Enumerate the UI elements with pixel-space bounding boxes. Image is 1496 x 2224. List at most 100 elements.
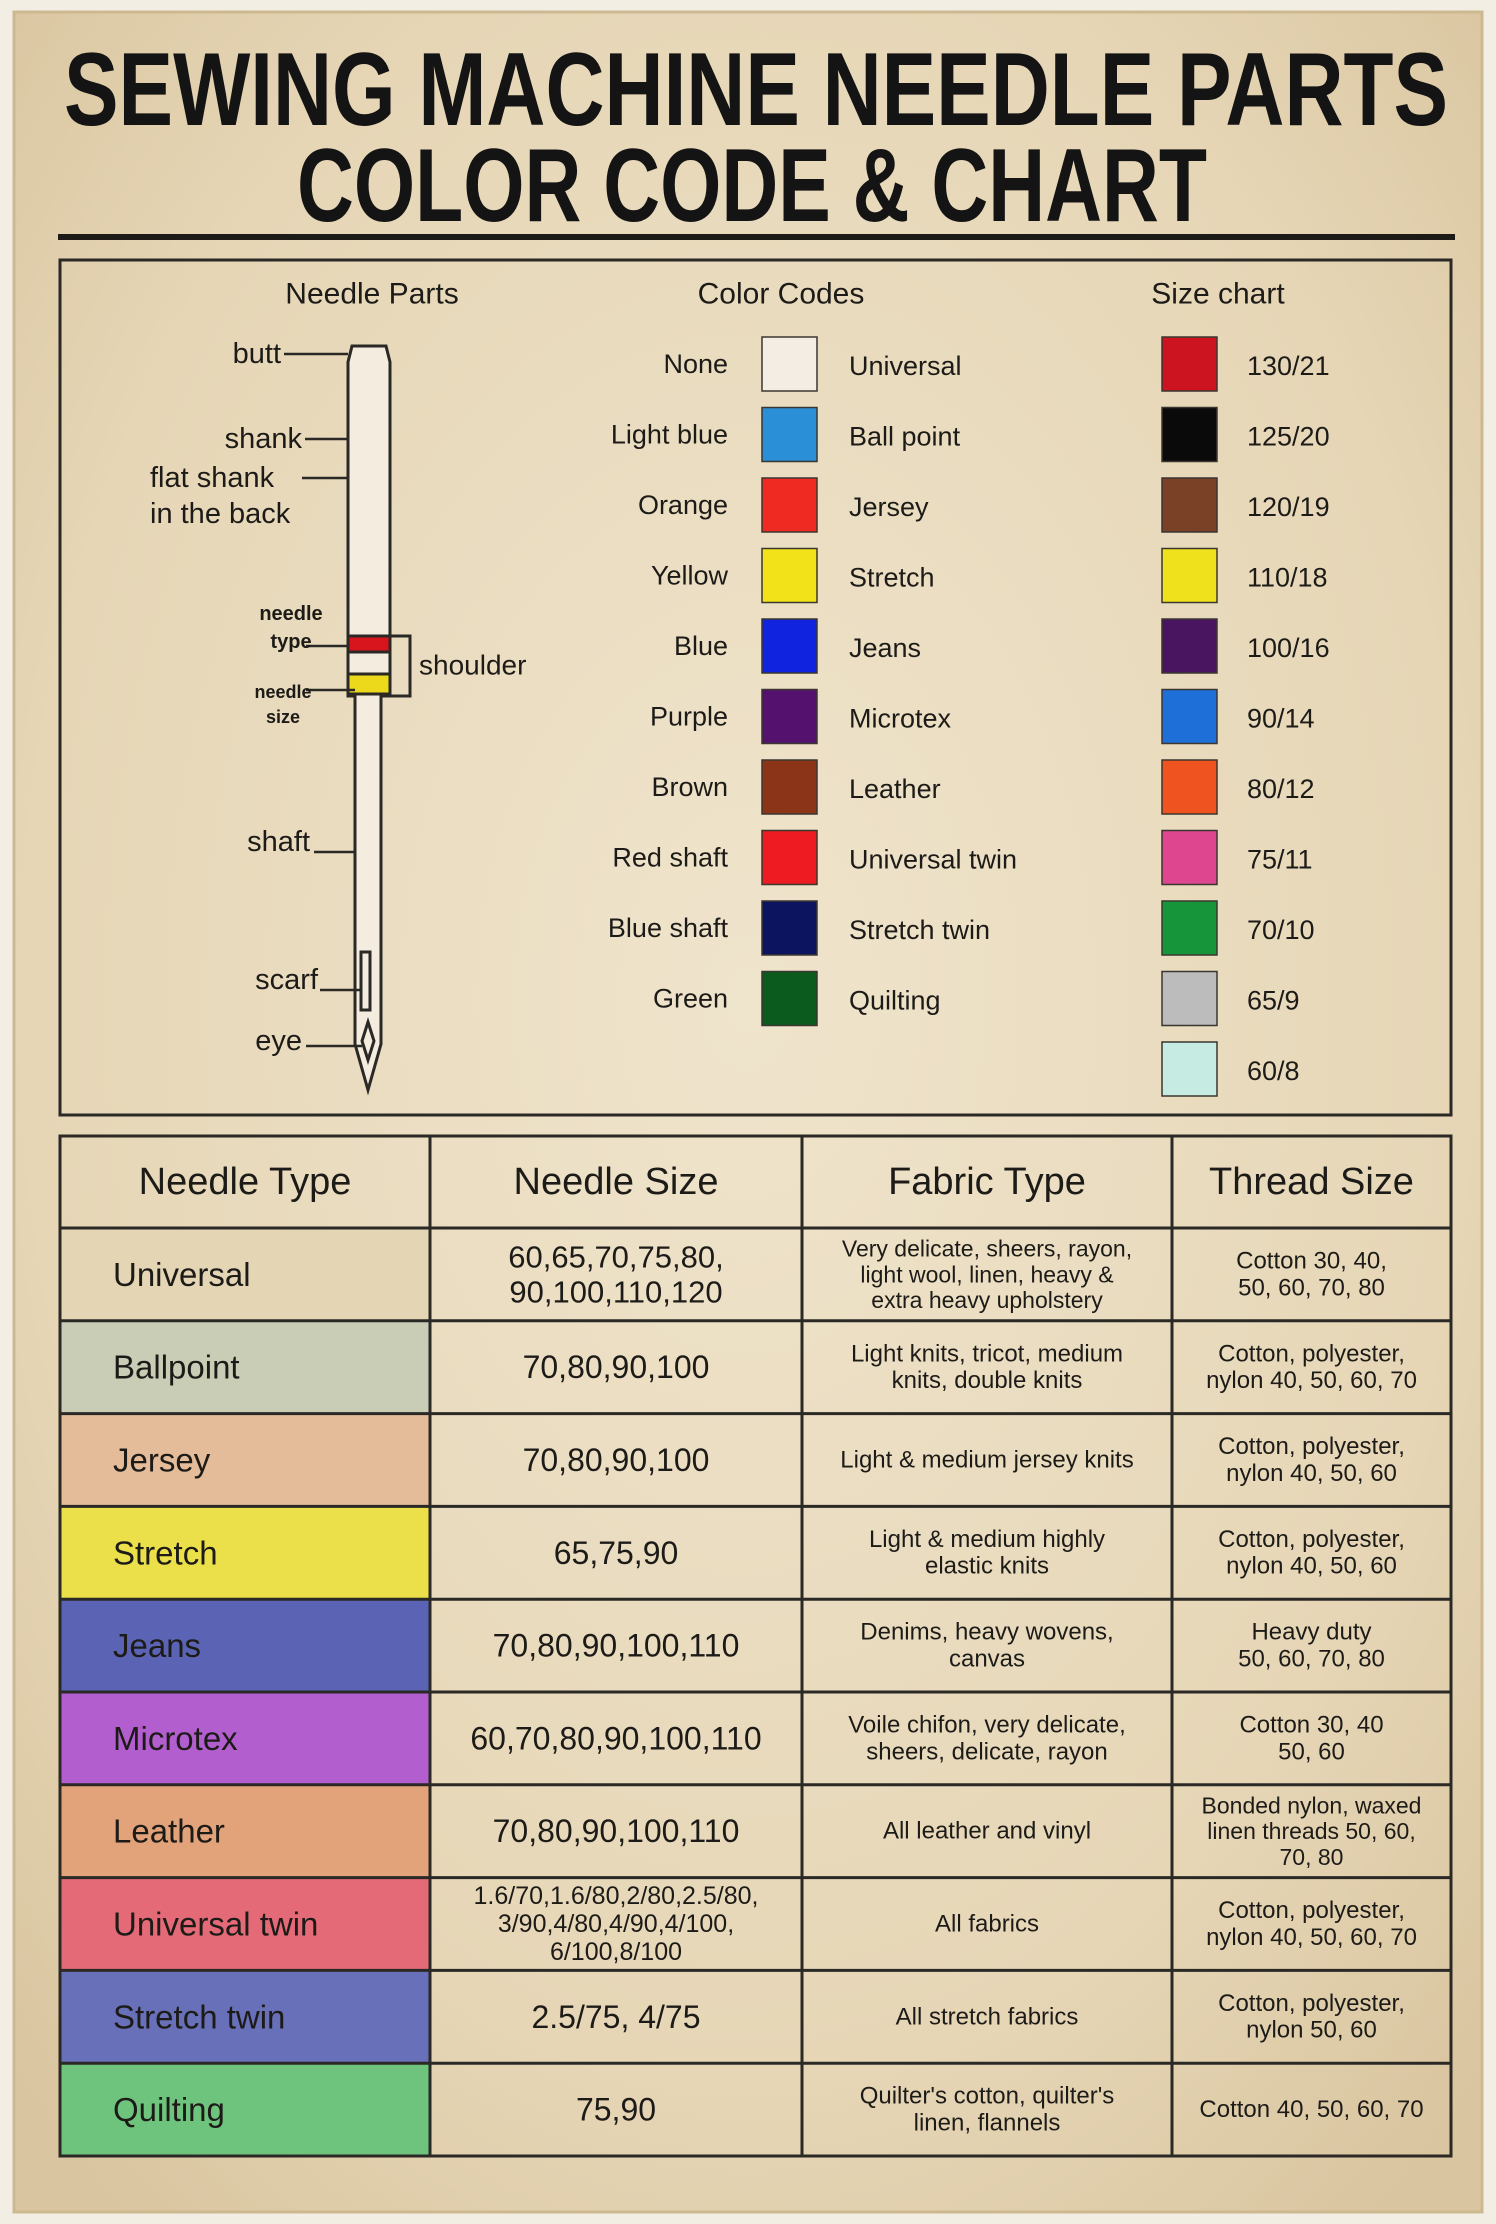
table-cell: Denims, heavy wovens,	[860, 1619, 1113, 1646]
color-swatch	[761, 547, 818, 604]
table-cell: Cotton 40, 50, 60, 70	[1199, 2096, 1423, 2123]
table-cell: Cotton, polyester,	[1218, 1340, 1405, 1367]
table-cell: light wool, linen, heavy &	[860, 1261, 1113, 1287]
size-label: 120/19	[1247, 492, 1330, 522]
needle-part-label: shoulder	[419, 650, 526, 681]
needle-part-label: in the back	[150, 498, 291, 530]
color-name: Blue	[674, 631, 728, 661]
size-label: 130/21	[1247, 351, 1330, 381]
table-cell: Quilter's cotton, quilter's	[860, 2083, 1115, 2110]
section-heading: Size chart	[1151, 278, 1285, 311]
table-header: Needle Type	[139, 1161, 352, 1203]
table-cell: All fabrics	[935, 1911, 1039, 1938]
table-cell: Voile chifon, very delicate,	[848, 1711, 1126, 1738]
table-cell: Cotton, polyester,	[1218, 1526, 1405, 1553]
table-cell: linen, flannels	[914, 2110, 1061, 2137]
needle-name: Quilting	[849, 986, 941, 1016]
color-name: None	[663, 349, 728, 379]
color-name: Orange	[638, 490, 728, 520]
table-cell: Bonded nylon, waxed	[1202, 1792, 1422, 1818]
table-cell: 3/90,4/80,4/90,4/100,	[498, 1910, 734, 1938]
row-color	[60, 1320, 430, 1414]
table-cell: Ballpoint	[113, 1349, 240, 1386]
size-label: 110/18	[1247, 563, 1328, 593]
table-cell: linen threads 50, 60,	[1207, 1818, 1415, 1844]
table-cell: All stretch fabrics	[896, 2003, 1079, 2030]
table-cell: Cotton, polyester,	[1218, 1897, 1405, 1924]
table-cell: Universal twin	[113, 1906, 318, 1943]
table-cell: 90,100,110,120	[509, 1274, 722, 1309]
size-swatch	[1161, 900, 1218, 956]
table-cell: 75,90	[576, 2092, 656, 2128]
table-cell: 70,80,90,100	[523, 1349, 710, 1385]
table-header: Needle Size	[514, 1161, 719, 1203]
color-name: Yellow	[651, 561, 729, 591]
table-cell: 50, 60	[1278, 1738, 1345, 1765]
table-cell: 60,70,80,90,100,110	[470, 1720, 761, 1756]
table-cell: 6/100,8/100	[550, 1938, 682, 1966]
needle-part-label: shaft	[247, 826, 310, 858]
needle-name: Microtex	[849, 704, 952, 734]
needle-name: Ball point	[849, 422, 961, 452]
size-label: 65/9	[1247, 986, 1300, 1016]
table-cell: Cotton, polyester,	[1218, 1990, 1405, 2017]
needle-part-label: butt	[233, 338, 281, 370]
table-cell: nylon 40, 50, 60, 70	[1206, 1367, 1417, 1394]
table-cell: 60,65,70,75,80,	[508, 1240, 723, 1275]
table-cell: nylon 50, 60	[1246, 2017, 1377, 2044]
title-line: COLOR CODE & CHART	[297, 128, 1207, 244]
color-swatch	[761, 477, 818, 533]
table-cell: 70,80,90,100	[523, 1442, 710, 1478]
size-swatch	[1161, 406, 1218, 463]
table-cell: 70,80,90,100,110	[493, 1813, 740, 1849]
needle-name: Jeans	[849, 633, 921, 663]
table-cell: Quilting	[113, 2091, 225, 2128]
table-cell: nylon 40, 50, 60, 70	[1206, 1924, 1417, 1951]
color-name: Purple	[650, 702, 728, 732]
needle-leaders	[284, 352, 362, 1048]
needle-part-label: needle	[254, 682, 311, 702]
table-cell: 1.6/70,1.6/80,2/80,2.5/80,	[474, 1882, 759, 1910]
size-swatch	[1161, 477, 1218, 533]
size-swatch	[1161, 829, 1218, 886]
color-swatch	[761, 618, 818, 674]
needle-name: Stretch twin	[849, 915, 990, 945]
table-cell: Heavy duty	[1251, 1619, 1371, 1646]
table-cell: 2.5/75, 4/75	[531, 1999, 700, 2035]
table-cell: Universal	[113, 1256, 251, 1293]
color-name: Blue shaft	[608, 913, 729, 943]
row-color	[60, 2063, 430, 2156]
table-header: Thread Size	[1209, 1161, 1414, 1203]
table-cell: 70,80,90,100,110	[493, 1628, 740, 1664]
size-swatch	[1161, 547, 1218, 604]
title-rule	[58, 234, 1455, 240]
table-border	[58, 1134, 1453, 2158]
table-cell: Jeans	[113, 1627, 201, 1664]
color-swatch	[761, 406, 818, 463]
size-label: 70/10	[1247, 915, 1315, 945]
needle-part-label: flat shank	[150, 462, 275, 494]
color-swatch	[761, 688, 818, 745]
size-swatch	[1161, 618, 1218, 674]
section-heading: Color Codes	[698, 278, 865, 311]
row-color	[60, 1692, 430, 1785]
size-label: 75/11	[1247, 845, 1313, 875]
table-cell: Very delicate, sheers, rayon,	[842, 1236, 1132, 1262]
table-cell: Light knits, tricot, medium	[851, 1340, 1123, 1367]
needle	[346, 344, 412, 1096]
row-color	[60, 1599, 430, 1692]
table-cell: 50, 60, 70, 80	[1238, 1274, 1385, 1301]
size-label: 125/20	[1247, 422, 1330, 452]
table-cell: Jersey	[113, 1442, 211, 1479]
table-cell: Leather	[113, 1813, 225, 1850]
needle-name: Stretch	[849, 563, 935, 593]
color-swatch	[761, 970, 818, 1027]
size-label: 80/12	[1247, 774, 1315, 804]
needle-part-label: scarf	[255, 964, 319, 996]
color-name: Brown	[651, 772, 728, 802]
row-color	[60, 1413, 430, 1507]
needle-part-label: size	[266, 707, 300, 727]
table-cell: Microtex	[113, 1720, 238, 1757]
